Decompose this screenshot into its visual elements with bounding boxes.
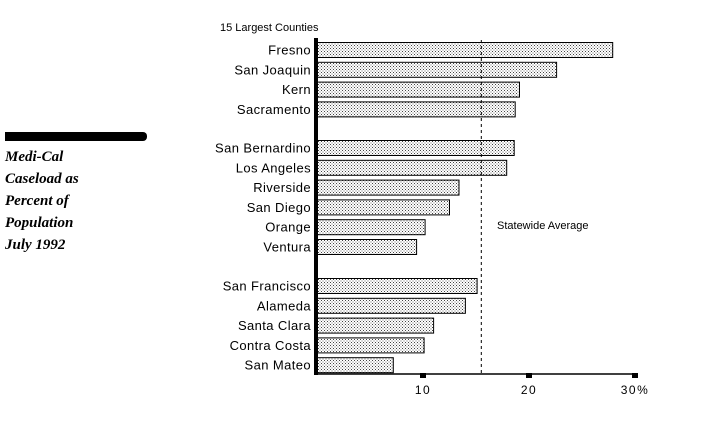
bar-san-mateo [316,357,394,374]
chart-subtitle: 15 Largest Counties [220,22,319,34]
statewide-average-label: Statewide Average [497,220,589,232]
bar-san-diego [316,199,450,216]
bar-sacramento [316,101,516,118]
title-accent-bar [5,132,147,141]
bar-san-bernardino [316,140,515,156]
bar-contra-costa [316,337,425,354]
category-label: San Diego [247,200,311,215]
category-label: San Joaquin [234,62,311,77]
category-label: Alameda [257,298,311,313]
bar-kern [316,81,520,98]
x-tick-label: 30% [621,383,650,397]
category-label: Santa Clara [238,318,311,333]
category-label: Riverside [253,180,311,195]
x-tick-30 [632,373,638,378]
category-label: Sacramento [237,102,311,117]
category-label: Kern [282,82,311,97]
x-tick-10 [420,373,426,378]
x-tick-20 [526,373,532,378]
bar-fresno [316,42,614,58]
chart-title: Medi-Cal Caseload as Percent of Populati… [5,149,79,253]
bar-orange [316,219,426,236]
bar-santa-clara [316,317,435,334]
x-tick-label: 20 [521,383,537,397]
bar-riverside [316,179,460,196]
category-label: San Francisco [223,279,311,294]
x-tick-label: 10 [415,383,431,397]
category-label: Contra Costa [230,338,312,353]
category-label: San Bernardino [215,141,311,156]
category-label: San Mateo [245,358,311,373]
bar-san-francisco [316,278,478,294]
bar-ventura [316,239,418,255]
bar-los-angeles [316,159,508,176]
category-label: Ventura [263,240,311,255]
category-label: Orange [265,220,311,235]
category-label: Fresno [268,43,311,58]
category-label: Los Angeles [236,160,311,175]
bar-san-joaquin [316,61,558,78]
bar-alameda [316,297,466,314]
